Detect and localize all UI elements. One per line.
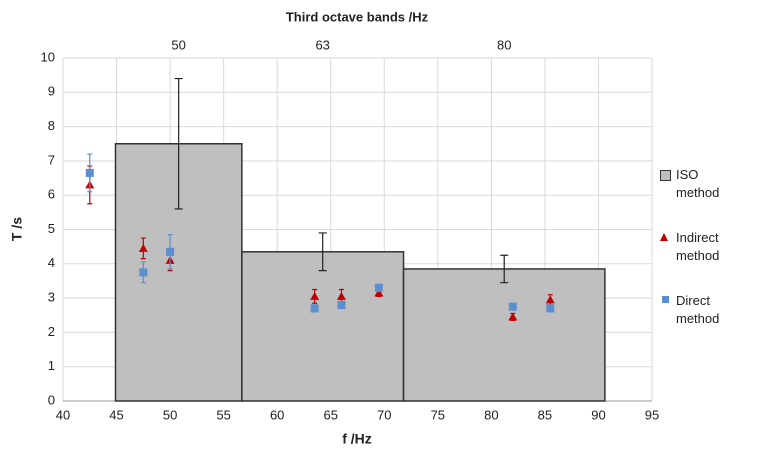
y-tick-label: 7: [48, 152, 55, 167]
error-bar: [500, 254, 509, 284]
y-tick-label: 4: [48, 255, 55, 270]
x-tick-label: 85: [538, 407, 552, 422]
top-tick-label: 50: [171, 37, 185, 52]
x-tick-label: 95: [645, 407, 659, 422]
legend-item: ISO method: [660, 166, 736, 202]
point: [336, 291, 346, 300]
point: [310, 304, 319, 313]
x-tick-label: 65: [323, 407, 337, 422]
legend-item: Indirect method: [660, 229, 736, 265]
x-tick-label: 75: [431, 407, 445, 422]
point: [310, 291, 320, 300]
point: [374, 283, 383, 292]
top-tick-label: 80: [497, 37, 511, 52]
x-tick-label: 45: [109, 407, 123, 422]
legend-label: Indirect method: [676, 230, 720, 263]
top-axis-title: Third octave bands /Hz: [286, 9, 429, 24]
y-tick-label: 1: [48, 358, 55, 373]
y-tick-label: 5: [48, 221, 55, 236]
legend-label: ISO method: [676, 167, 720, 200]
error-bar: [174, 77, 183, 210]
bar: [402, 268, 606, 402]
point: [337, 300, 346, 309]
legend-label: Direct method: [676, 293, 720, 326]
x-tick-label: 50: [163, 407, 177, 422]
point: [546, 304, 555, 313]
x-axis-title: f /Hz: [342, 431, 372, 447]
point: [508, 312, 518, 321]
point: [545, 295, 555, 304]
x-tick-label: 40: [56, 407, 70, 422]
y-axis-title: T /s: [9, 217, 25, 241]
y-tick-label: 2: [48, 324, 55, 339]
top-tick-label: 63: [315, 37, 329, 52]
y-tick-label: 3: [48, 290, 55, 305]
y-tick-label: 6: [48, 187, 55, 202]
y-tick-label: 9: [48, 84, 55, 99]
point: [85, 168, 94, 177]
x-tick-label: 60: [270, 407, 284, 422]
y-tick-label: 0: [48, 392, 55, 407]
error-bar: [318, 232, 327, 272]
y-tick-label: 8: [48, 118, 55, 133]
point: [508, 302, 517, 311]
bar: [241, 251, 405, 402]
point: [139, 268, 148, 277]
legend-item: Direct method: [662, 292, 736, 328]
legend-swatch: [660, 233, 668, 241]
x-tick-label: 55: [216, 407, 230, 422]
legend-swatch: [662, 296, 669, 303]
point: [166, 247, 175, 256]
x-tick-label: 90: [591, 407, 605, 422]
x-tick-label: 80: [484, 407, 498, 422]
point: [374, 288, 384, 297]
point: [138, 243, 148, 252]
y-tick-label: 10: [41, 49, 55, 64]
legend-swatch: [660, 170, 671, 181]
x-tick-label: 70: [377, 407, 391, 422]
